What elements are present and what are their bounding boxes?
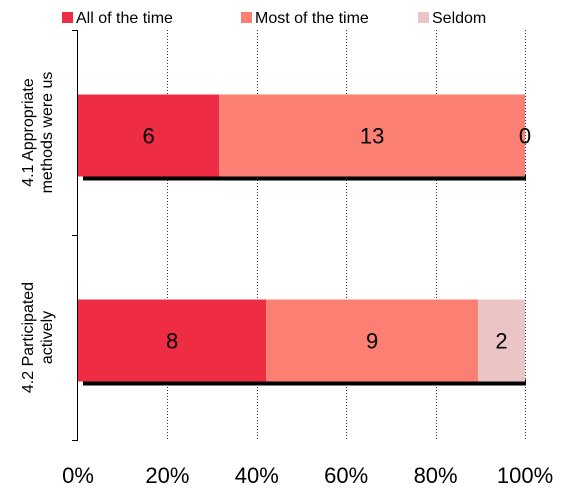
x-tick-label: 60% [324, 463, 368, 488]
x-tick-label: 100% [497, 463, 553, 488]
gridlines [167, 30, 526, 440]
x-tick-label: 20% [145, 463, 189, 488]
category-label-line: 4.2 Participated [20, 282, 37, 393]
y-axis [72, 30, 78, 441]
legend-swatch [418, 12, 429, 23]
legend-label: All of the time [76, 10, 173, 27]
legend: All of the time Most of the time Seldom [62, 10, 486, 27]
data-label: 9 [366, 329, 378, 354]
category-labels: 4.1 Appropriate methods were us 4.2 Partic… [20, 72, 56, 394]
bar-shadow [83, 174, 526, 181]
legend-swatch [62, 12, 73, 23]
x-tick-label: 40% [235, 463, 279, 488]
data-label: 13 [360, 124, 384, 149]
legend-label: Seldom [432, 10, 486, 27]
data-label: 0 [519, 124, 531, 149]
data-label: 6 [142, 124, 154, 149]
bars [78, 94, 526, 386]
data-label: 2 [495, 329, 507, 354]
x-axis-tick-labels: 0% 20% 40% 60% 80% 100% [62, 463, 553, 488]
category-label-line: methods were us [39, 72, 56, 194]
category-label: 4.2 Participated actively [20, 282, 56, 393]
data-labels: 6 13 0 8 9 2 [142, 124, 531, 354]
category-label: 4.1 Appropriate methods were us [20, 72, 56, 194]
bar-segment [266, 299, 478, 382]
x-tick-label: 80% [414, 463, 458, 488]
legend-swatch [241, 12, 252, 23]
bar-segment [78, 94, 220, 177]
data-label: 8 [166, 329, 178, 354]
x-tick-label: 0% [62, 463, 94, 488]
bar-segment [477, 299, 525, 382]
category-label-line: 4.1 Appropriate [20, 78, 37, 187]
bar-segment [219, 94, 525, 177]
bar-shadow [83, 379, 526, 386]
bar-segment [78, 299, 267, 382]
legend-label: Most of the time [255, 10, 369, 27]
category-label-line: actively [39, 311, 56, 364]
